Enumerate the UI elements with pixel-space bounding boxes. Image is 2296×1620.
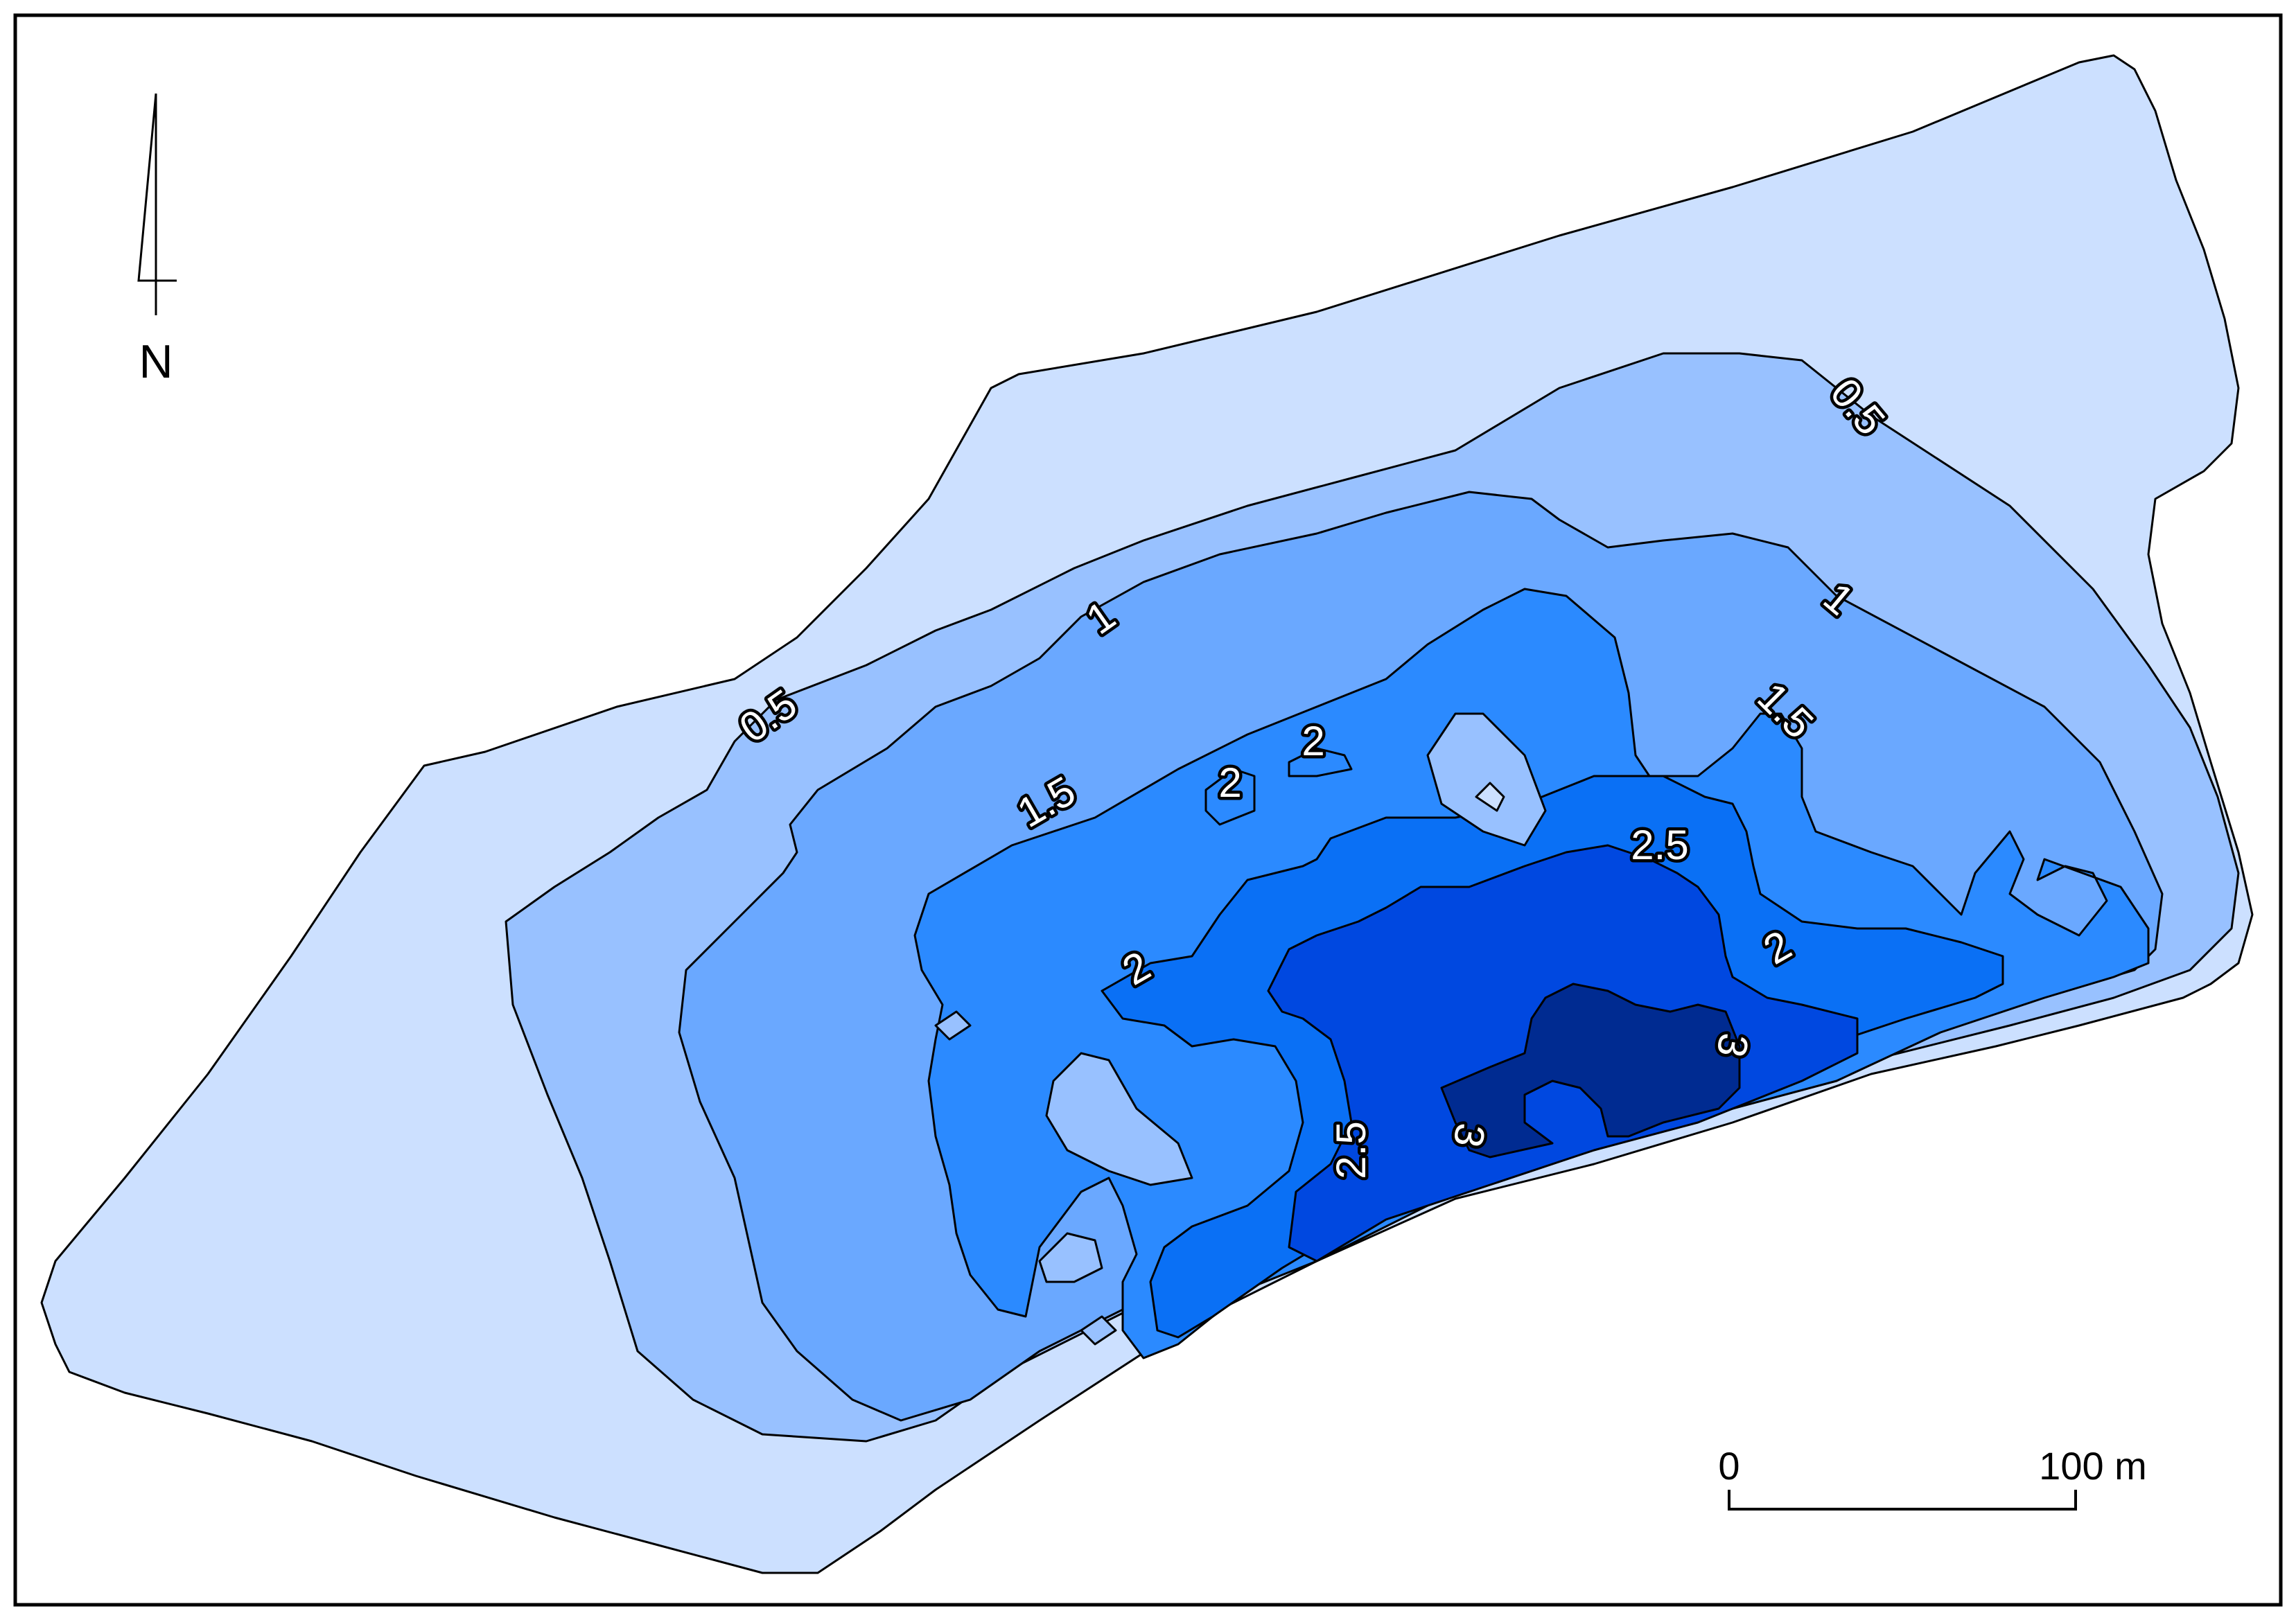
shallow-hole-4 [1038,1232,1103,1283]
contour-label-2.5: 2.5 [1631,822,1688,868]
shallow-hole-3 [934,1010,972,1041]
shallow-hole-2-inner [1475,782,1505,812]
contour-label-2: 2 [1302,718,1324,764]
scale-bar: 0 100 m [1718,1444,2147,1511]
depth-zone-gt-3 [1440,983,1741,1159]
scale-bar-line [1728,1490,2077,1511]
contour-label-2.5: 2.5 [1328,1121,1374,1179]
depth-zones [40,54,2254,1574]
scale-bar-start-label: 0 [1718,1444,1739,1488]
shallow-hole-2 [1426,712,1547,847]
deep-patch-2-b [1288,747,1353,777]
scale-bar-end-label: 100 m [2039,1444,2147,1488]
contour-label-2: 2 [1218,759,1241,806]
deep-patch-2-a [1204,768,1256,826]
north-arrow: N [137,93,177,388]
shallow-hole-1 [1045,1052,1193,1186]
shallow-hole-5 [1080,1315,1117,1346]
north-label: N [139,335,173,388]
north-arrow-icon [137,93,177,282]
